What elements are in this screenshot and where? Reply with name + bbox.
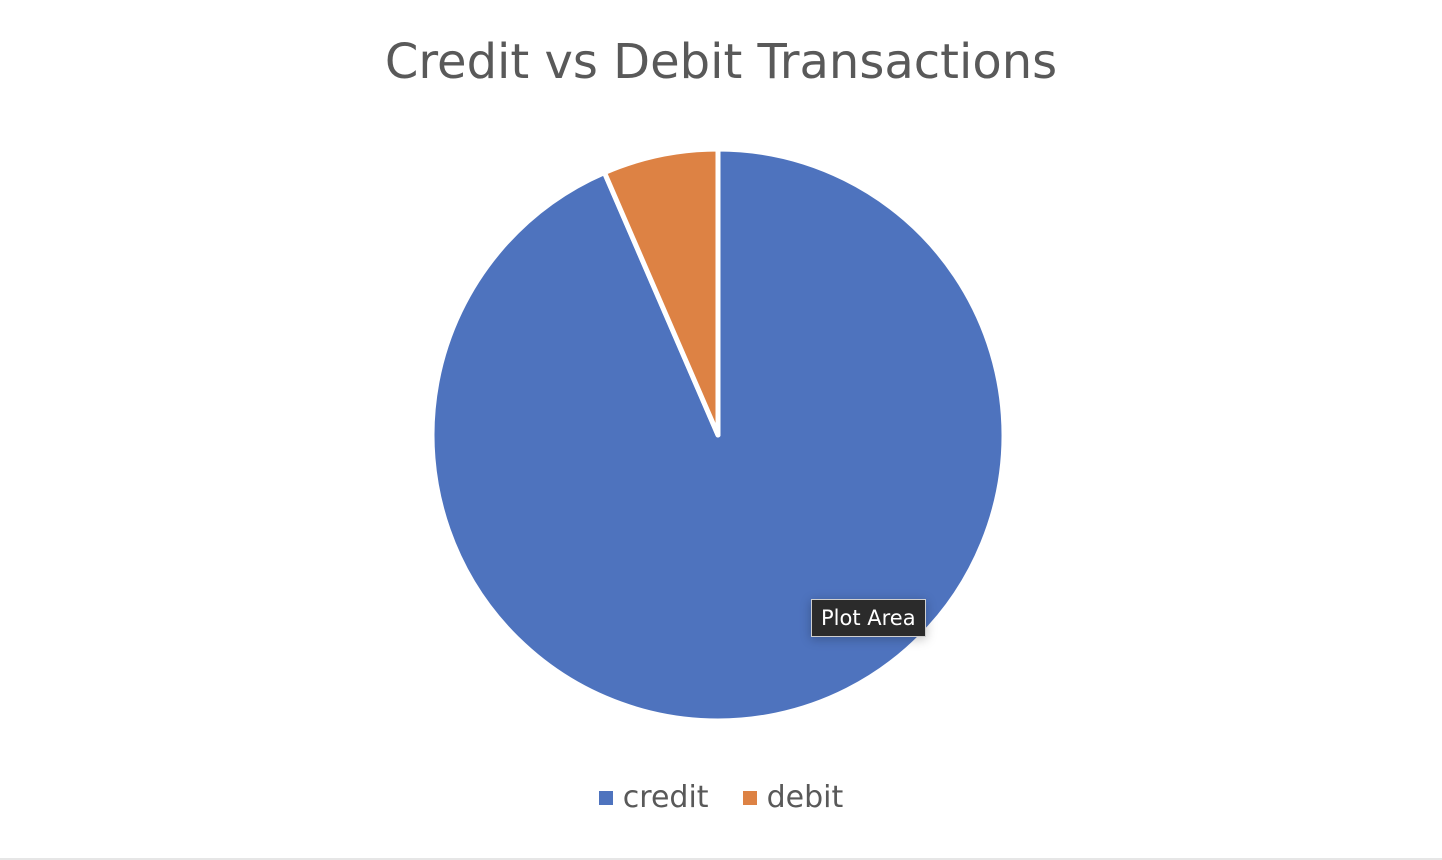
- legend-item-debit[interactable]: debit: [742, 780, 844, 815]
- legend-swatch-debit: [742, 790, 757, 805]
- chart-title[interactable]: Credit vs Debit Transactions: [384, 34, 1058, 90]
- legend-label-credit: credit: [622, 780, 709, 815]
- legend-item-credit[interactable]: credit: [598, 780, 709, 815]
- legend-swatch-credit: [598, 790, 613, 805]
- pie-slice-debit[interactable]: [601, 146, 721, 438]
- plot-area-tooltip: Plot Area: [811, 599, 926, 637]
- legend[interactable]: credit debit: [0, 780, 1442, 815]
- legend-label-debit: debit: [766, 780, 844, 815]
